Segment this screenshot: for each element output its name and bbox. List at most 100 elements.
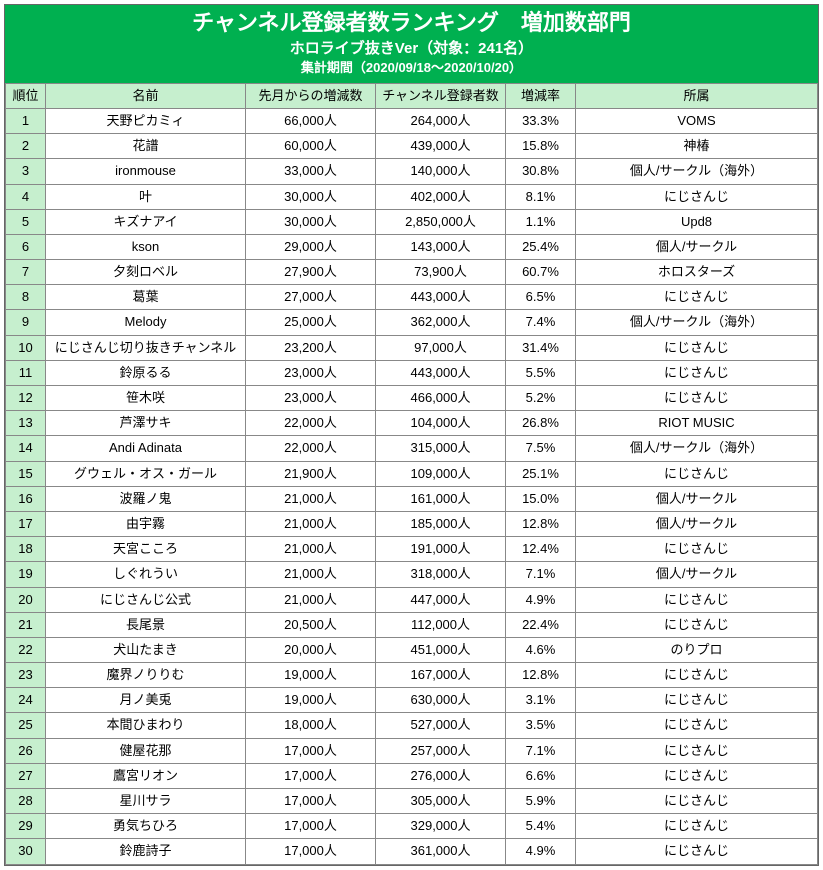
table-body: 1天野ピカミィ66,000人264,000人33.3%VOMS2花譜60,000… [6, 108, 818, 864]
data-cell: 鈴鹿詩子 [46, 839, 246, 864]
table-row: 29勇気ちひろ17,000人329,000人5.4%にじさんじ [6, 814, 818, 839]
data-cell: 4.6% [506, 637, 576, 662]
rank-cell: 1 [6, 108, 46, 133]
data-cell: 112,000人 [376, 612, 506, 637]
rank-cell: 4 [6, 184, 46, 209]
data-cell: にじさんじ [576, 386, 818, 411]
data-cell: 23,200人 [246, 335, 376, 360]
data-cell: 30,000人 [246, 184, 376, 209]
column-header: 順位 [6, 83, 46, 108]
data-cell: VOMS [576, 108, 818, 133]
data-cell: 17,000人 [246, 814, 376, 839]
data-cell: 27,000人 [246, 285, 376, 310]
rank-cell: 15 [6, 461, 46, 486]
data-cell: 329,000人 [376, 814, 506, 839]
data-cell: 天野ピカミィ [46, 108, 246, 133]
data-cell: 33,000人 [246, 159, 376, 184]
data-cell: にじさんじ [576, 360, 818, 385]
data-cell: にじさんじ [576, 587, 818, 612]
period-label: 集計期間（2020/09/18～2020/10/20） [5, 59, 818, 77]
rank-cell: 2 [6, 134, 46, 159]
rank-cell: 3 [6, 159, 46, 184]
data-cell: にじさんじ [576, 285, 818, 310]
data-cell: 140,000人 [376, 159, 506, 184]
data-cell: 22,000人 [246, 411, 376, 436]
data-cell: 191,000人 [376, 537, 506, 562]
data-cell: 笹木咲 [46, 386, 246, 411]
data-cell: 443,000人 [376, 360, 506, 385]
rank-cell: 6 [6, 234, 46, 259]
data-cell: ホロスターズ [576, 260, 818, 285]
data-cell: 97,000人 [376, 335, 506, 360]
data-cell: 185,000人 [376, 511, 506, 536]
ranking-table: 順位名前先月からの増減数チャンネル登録者数増減率所属 1天野ピカミィ66,000… [5, 83, 818, 865]
data-cell: 318,000人 [376, 562, 506, 587]
data-cell: 361,000人 [376, 839, 506, 864]
data-cell: ironmouse [46, 159, 246, 184]
data-cell: 21,000人 [246, 587, 376, 612]
data-cell: 26.8% [506, 411, 576, 436]
data-cell: Melody [46, 310, 246, 335]
rank-cell: 7 [6, 260, 46, 285]
data-cell: 466,000人 [376, 386, 506, 411]
data-cell: 25,000人 [246, 310, 376, 335]
data-cell: 個人/サークル [576, 234, 818, 259]
data-cell: 12.8% [506, 511, 576, 536]
column-header: 所属 [576, 83, 818, 108]
data-cell: RIOT MUSIC [576, 411, 818, 436]
data-cell: 健屋花那 [46, 738, 246, 763]
rank-cell: 12 [6, 386, 46, 411]
data-cell: にじさんじ [576, 814, 818, 839]
data-cell: 7.1% [506, 738, 576, 763]
data-cell: 66,000人 [246, 108, 376, 133]
table-row: 16波羅ノ鬼21,000人161,000人15.0%個人/サークル [6, 486, 818, 511]
data-cell: にじさんじ [576, 789, 818, 814]
data-cell: 12.8% [506, 663, 576, 688]
data-cell: 夕刻ロベル [46, 260, 246, 285]
data-cell: 443,000人 [376, 285, 506, 310]
data-cell: 29,000人 [246, 234, 376, 259]
data-cell: 叶 [46, 184, 246, 209]
data-cell: 花譜 [46, 134, 246, 159]
table-row: 2花譜60,000人439,000人15.8%神椿 [6, 134, 818, 159]
table-row: 22犬山たまき20,000人451,000人4.6%のりプロ [6, 637, 818, 662]
data-cell: 長尾景 [46, 612, 246, 637]
data-cell: にじさんじ [576, 839, 818, 864]
data-cell: 109,000人 [376, 461, 506, 486]
rank-cell: 5 [6, 209, 46, 234]
data-cell: にじさんじ [576, 537, 818, 562]
table-row: 18天宮こころ21,000人191,000人12.4%にじさんじ [6, 537, 818, 562]
data-cell: 6.6% [506, 763, 576, 788]
data-cell: 25.4% [506, 234, 576, 259]
data-cell: 5.2% [506, 386, 576, 411]
rank-cell: 22 [6, 637, 46, 662]
table-row: 11鈴原るる23,000人443,000人5.5%にじさんじ [6, 360, 818, 385]
data-cell: 5.9% [506, 789, 576, 814]
rank-cell: 8 [6, 285, 46, 310]
data-cell: グウェル・オス・ガール [46, 461, 246, 486]
data-cell: 12.4% [506, 537, 576, 562]
data-cell: 23,000人 [246, 360, 376, 385]
data-cell: 5.5% [506, 360, 576, 385]
rank-cell: 21 [6, 612, 46, 637]
table-row: 12笹木咲23,000人466,000人5.2%にじさんじ [6, 386, 818, 411]
table-row: 13芦澤サキ22,000人104,000人26.8%RIOT MUSIC [6, 411, 818, 436]
data-cell: キズナアイ [46, 209, 246, 234]
table-row: 28星川サラ17,000人305,000人5.9%にじさんじ [6, 789, 818, 814]
table-row: 8葛葉27,000人443,000人6.5%にじさんじ [6, 285, 818, 310]
data-cell: 276,000人 [376, 763, 506, 788]
data-cell: 143,000人 [376, 234, 506, 259]
data-cell: 451,000人 [376, 637, 506, 662]
main-title: チャンネル登録者数ランキング 増加数部門 [5, 9, 818, 38]
rank-cell: 18 [6, 537, 46, 562]
table-row: 23魔界ノりりむ19,000人167,000人12.8%にじさんじ [6, 663, 818, 688]
data-cell: 3.5% [506, 713, 576, 738]
data-cell: 魔界ノりりむ [46, 663, 246, 688]
data-cell: にじさんじ [576, 713, 818, 738]
table-row: 1天野ピカミィ66,000人264,000人33.3%VOMS [6, 108, 818, 133]
table-row: 4叶30,000人402,000人8.1%にじさんじ [6, 184, 818, 209]
rank-cell: 26 [6, 738, 46, 763]
data-cell: 勇気ちひろ [46, 814, 246, 839]
data-cell: にじさんじ公式 [46, 587, 246, 612]
data-cell: 5.4% [506, 814, 576, 839]
